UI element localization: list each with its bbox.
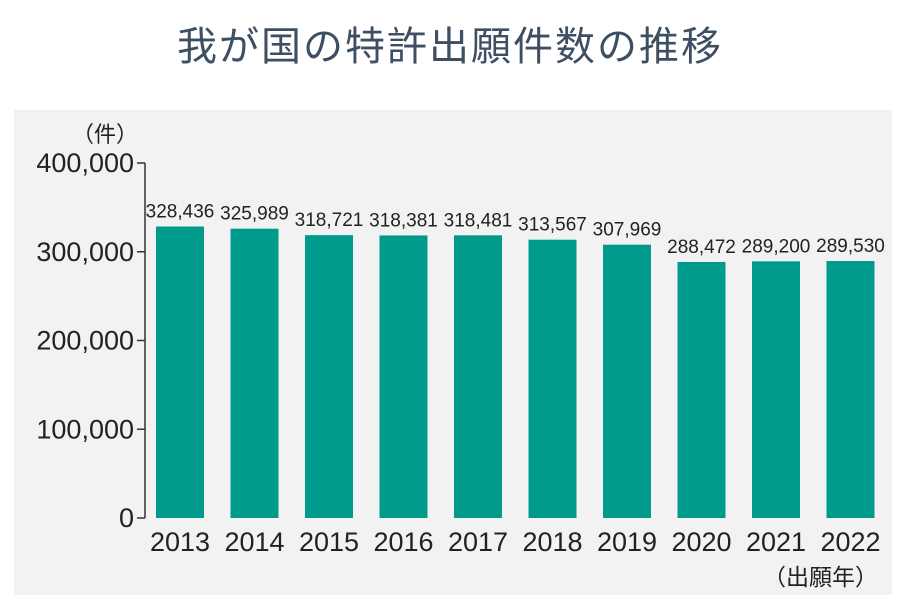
y-tick-label: 200,000	[36, 326, 134, 356]
bar-2022	[827, 261, 875, 518]
x-unit-label: （出願年）	[763, 564, 878, 590]
data-label: 318,721	[295, 210, 364, 231]
x-tick-label: 2021	[746, 527, 806, 557]
bar-2016	[380, 235, 428, 518]
x-tick-label: 2022	[820, 527, 880, 557]
bars-group	[156, 227, 875, 518]
bar-2013	[156, 227, 204, 518]
x-tick-label: 2016	[373, 527, 433, 557]
data-label: 307,969	[593, 220, 662, 241]
y-tick-label: 400,000	[36, 148, 134, 178]
bar-2015	[305, 235, 353, 518]
x-tick-label: 2018	[522, 527, 582, 557]
x-tick-label: 2020	[671, 527, 731, 557]
bar-2018	[529, 240, 577, 518]
y-ticks-group: 0 100,000 200,000 300,000 400,000	[36, 148, 145, 533]
y-tick-label: 300,000	[36, 237, 134, 267]
data-label: 318,481	[444, 210, 513, 231]
x-tick-label: 2019	[597, 527, 657, 557]
y-unit-label: （件）	[72, 123, 138, 148]
bar-2020	[678, 262, 726, 518]
data-label: 328,436	[146, 202, 215, 223]
bar-2019	[603, 245, 651, 518]
data-label: 325,989	[220, 204, 289, 225]
data-label: 288,472	[667, 237, 736, 258]
x-labels-group: 2013 2014 2015 2016 2017 2018 2019 2020 2021 2022	[150, 527, 881, 557]
data-label: 313,567	[518, 215, 587, 236]
x-tick-label: 2013	[150, 527, 210, 557]
x-tick-label: 2015	[299, 527, 359, 557]
y-tick-label: 100,000	[36, 414, 134, 444]
bar-2021	[752, 261, 800, 518]
bar-2014	[231, 229, 279, 518]
data-label: 289,200	[742, 236, 811, 257]
y-tick-label: 0	[119, 503, 134, 533]
data-label: 318,381	[369, 210, 438, 231]
data-label: 289,530	[816, 236, 885, 257]
x-tick-label: 2014	[224, 527, 284, 557]
bar-2017	[454, 235, 502, 518]
x-tick-label: 2017	[448, 527, 508, 557]
